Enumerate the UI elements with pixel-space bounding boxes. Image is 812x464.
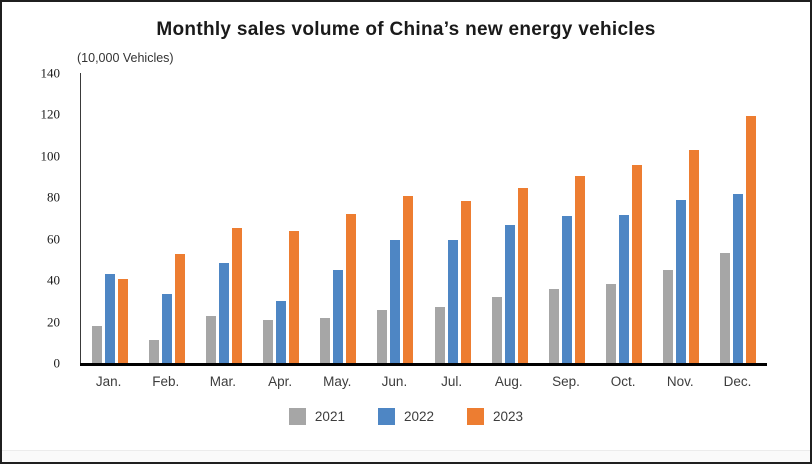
bar-2021-mar: [205, 316, 216, 363]
y-tick-label-140: 140: [40, 65, 61, 81]
bar-2021-jan: [91, 325, 102, 363]
y-tick-label-60: 60: [47, 231, 60, 247]
bar-2021-oct: [606, 283, 617, 363]
bar-group-apr: [253, 73, 310, 363]
y-tick-label-0: 0: [53, 355, 61, 371]
y-tick-label-40: 40: [47, 272, 60, 288]
y-tick-label-100: 100: [40, 148, 61, 164]
bar-2023-oct: [632, 164, 643, 363]
legend-label-2022: 2022: [403, 409, 435, 424]
y-tick-label-120: 120: [40, 106, 61, 122]
x-tick-label-jul: Jul.: [441, 374, 463, 389]
bottom-strip: [2, 450, 810, 462]
bar-2022-may: [333, 270, 344, 363]
x-tick-label-feb: Feb.: [152, 374, 180, 389]
y-axis-tick-labels: 0 20 40 60 80 100 120 140: [2, 67, 61, 370]
x-axis-line: [80, 363, 767, 366]
y-tick-label-20: 20: [47, 314, 60, 330]
bar-2021-may: [320, 318, 331, 363]
x-tick-label-may: May.: [323, 374, 352, 389]
bar-2022-apr: [276, 301, 287, 363]
y-tick-label-80: 80: [47, 189, 60, 205]
legend-label-2023: 2023: [493, 409, 524, 424]
bar-2021-apr: [263, 320, 274, 363]
bar-group-dec: [710, 73, 767, 363]
bar-2023-jul: [460, 201, 471, 363]
bar-2021-jun: [377, 309, 388, 363]
chart-title: Monthly sales volume of China’s new ener…: [156, 19, 656, 40]
bar-2022-aug: [504, 225, 515, 363]
bar-2022-jan: [104, 273, 115, 363]
legend-label-2021: 2021: [314, 409, 345, 424]
bar-2023-mar: [231, 227, 242, 363]
bar-2023-may: [346, 214, 357, 363]
legend: 2021 2022 2023: [2, 408, 810, 425]
bar-group-jul: [424, 73, 481, 363]
bar-group-mar: [195, 73, 252, 363]
legend-item-2022: 2022: [377, 408, 435, 425]
x-tick-label-mar: Mar.: [209, 374, 237, 389]
plot-area: [80, 73, 767, 366]
bar-group-feb: [138, 73, 195, 363]
bar-group-nov: [653, 73, 710, 363]
bar-group-jan: [81, 73, 138, 363]
bar-2022-feb: [161, 293, 172, 363]
bar-group-oct: [596, 73, 653, 363]
x-tick-label-sep: Sep.: [552, 374, 580, 389]
bar-2023-jun: [403, 196, 414, 363]
legend-item-2023: 2023: [467, 408, 523, 425]
bar-group-may: [310, 73, 367, 363]
bar-2022-jun: [390, 239, 401, 363]
bar-2022-jul: [447, 240, 458, 363]
bar-2022-sep: [561, 216, 572, 363]
bar-2023-sep: [574, 175, 585, 363]
legend-swatch-2021: [288, 408, 306, 425]
bar-group-jun: [367, 73, 424, 363]
bar-2021-sep: [548, 289, 559, 363]
bar-2021-nov: [663, 269, 674, 363]
y-axis-unit-label: (10,000 Vehicles): [77, 51, 174, 65]
bar-2022-oct: [619, 215, 630, 363]
bar-2023-jan: [117, 278, 128, 363]
bar-2023-dec: [746, 116, 757, 363]
x-tick-label-aug: Aug.: [494, 374, 523, 389]
bar-2023-apr: [289, 231, 300, 363]
legend-item-2021: 2021: [288, 408, 345, 425]
x-tick-label-apr: Apr.: [268, 374, 293, 389]
bar-2023-nov: [689, 150, 700, 363]
bar-group-sep: [538, 73, 595, 363]
bar-2022-nov: [676, 200, 687, 363]
bar-groups: [81, 73, 767, 363]
legend-swatch-2023: [467, 408, 485, 425]
bar-group-aug: [481, 73, 538, 363]
bar-2023-aug: [517, 187, 528, 363]
bar-2021-aug: [491, 296, 502, 363]
x-tick-label-nov: Nov.: [666, 374, 694, 389]
x-tick-label-dec: Dec.: [723, 374, 752, 389]
x-tick-label-jan: Jan.: [95, 374, 122, 389]
x-axis-tick-labels: Jan. Feb. Mar. Apr. May. Jun. Jul. Aug. Sep. Oct.…: [80, 374, 766, 389]
bar-2022-mar: [218, 262, 229, 363]
bar-2021-jul: [434, 306, 445, 363]
x-tick-label-jun: Jun.: [381, 374, 408, 389]
x-tick-label-oct: Oct.: [610, 374, 636, 389]
legend-swatch-2022: [377, 408, 395, 425]
bar-2023-feb: [174, 254, 185, 363]
bar-2021-feb: [148, 340, 159, 363]
bar-2022-dec: [733, 194, 744, 363]
bar-2021-dec: [720, 253, 731, 363]
